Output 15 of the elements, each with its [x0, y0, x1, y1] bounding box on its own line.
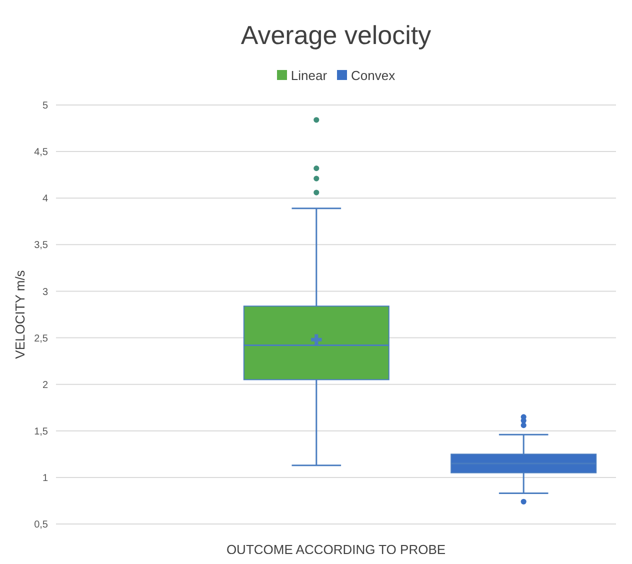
- y-tick-label: 4,5: [34, 147, 48, 158]
- y-axis-title: VELOCITY m/s: [12, 270, 28, 359]
- y-tick-label: 2: [42, 380, 48, 391]
- y-tick-label: 5: [42, 100, 48, 112]
- y-tick-label: 3: [42, 286, 48, 298]
- x-axis-title: OUTCOME ACCORDING TO PROBE: [226, 542, 446, 557]
- y-tick-label: 2,5: [34, 333, 48, 344]
- legend-label: Convex: [351, 68, 396, 82]
- y-tick-label: 3,5: [34, 240, 48, 252]
- y-tick-label: 1,5: [34, 426, 48, 438]
- y-tick-label: 1: [42, 472, 48, 484]
- chart-title: Average velocity: [240, 19, 432, 52]
- y-tick-label: 4: [42, 194, 48, 205]
- legend-label: Linear: [290, 68, 328, 82]
- y-tick-label: 0,5: [34, 520, 48, 531]
